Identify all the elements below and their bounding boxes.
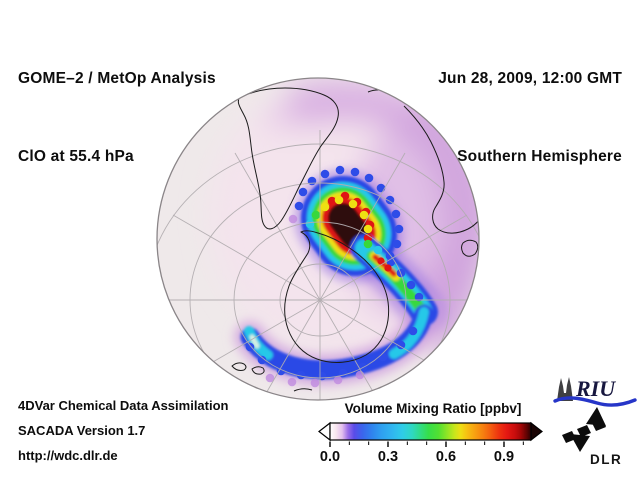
colorbar-tick-label: 0.6 <box>435 449 457 465</box>
coast-south-america <box>237 87 339 230</box>
colorbar-gradient-bar <box>329 422 532 441</box>
dlr-logo: DLR <box>562 407 622 467</box>
colorbar-tick-label: 0.9 <box>493 449 515 465</box>
clo-plume-bands <box>240 176 438 380</box>
cathedral-icon <box>557 377 573 401</box>
colorbar-title: Volume Mixing Ratio [ppbv] <box>344 401 522 416</box>
header-left: GOME–2 / MetOp Analysis ClO at 55.4 hPa <box>18 14 216 222</box>
globe-limb <box>156 77 480 401</box>
riu-logo-text: RIU <box>575 376 616 401</box>
dlr-mark-icon <box>562 407 606 452</box>
credit-line-version: SACADA Version 1.7 <box>18 423 146 438</box>
hemisphere-label: Southern Hemisphere <box>457 148 622 165</box>
colorbar-tick-label: 0.3 <box>377 449 399 465</box>
credit-line-url: http://wdc.dlr.de <box>18 448 118 463</box>
riu-logo: RIU <box>553 376 637 407</box>
coast-africa <box>403 105 479 234</box>
header-right: Jun 28, 2009, 12:00 GMT Southern Hemisph… <box>438 14 622 222</box>
plume-core <box>328 203 370 249</box>
colorbar-ticks <box>329 441 524 447</box>
colorbar-tick-label: 0.0 <box>319 449 341 465</box>
credit-line-assimilation: 4DVar Chemical Data Assimilation <box>18 398 229 413</box>
coastlines <box>231 87 479 392</box>
colorbar-over-range-arrow <box>530 421 543 442</box>
instrument-title: GOME–2 / MetOp Analysis <box>18 70 216 87</box>
river-wave-icon <box>553 396 637 407</box>
graticule <box>157 130 479 400</box>
coast-antarctica <box>284 230 390 363</box>
dlr-logo-text: DLR <box>590 452 622 467</box>
colorbar-under-range-arrow <box>318 421 331 442</box>
datetime-label: Jun 28, 2009, 12:00 GMT <box>438 70 622 87</box>
coast-madagascar <box>461 239 479 257</box>
species-level-title: ClO at 55.4 hPa <box>18 148 134 165</box>
